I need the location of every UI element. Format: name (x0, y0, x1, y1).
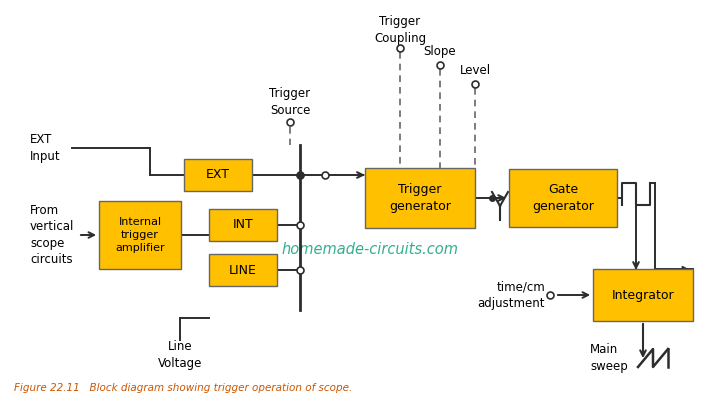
Text: EXT
Input: EXT Input (30, 133, 61, 163)
Text: EXT: EXT (206, 168, 230, 182)
Text: INT: INT (232, 219, 253, 231)
FancyBboxPatch shape (593, 269, 693, 321)
FancyBboxPatch shape (209, 254, 277, 286)
Text: Trigger
generator: Trigger generator (389, 183, 451, 213)
FancyBboxPatch shape (184, 159, 252, 191)
Text: Level: Level (460, 63, 490, 77)
Text: homemade-circuits.com: homemade-circuits.com (282, 243, 458, 257)
Text: From
vertical
scope
circuits: From vertical scope circuits (30, 204, 75, 266)
Text: Figure 22.11   Block diagram showing trigger operation of scope.: Figure 22.11 Block diagram showing trigg… (14, 383, 353, 393)
Text: time/cm
adjustment: time/cm adjustment (478, 280, 545, 310)
FancyBboxPatch shape (365, 168, 475, 228)
Text: Slope: Slope (424, 45, 456, 59)
Text: Integrator: Integrator (612, 288, 674, 302)
FancyBboxPatch shape (209, 209, 277, 241)
FancyBboxPatch shape (99, 201, 181, 269)
Text: Gate
generator: Gate generator (532, 183, 594, 213)
Text: Internal
trigger
amplifier: Internal trigger amplifier (115, 217, 165, 253)
Text: Trigger
Source: Trigger Source (270, 87, 310, 117)
FancyBboxPatch shape (509, 169, 617, 227)
Text: Line
Voltage: Line Voltage (158, 340, 202, 370)
Text: Main
sweep: Main sweep (590, 343, 628, 373)
Text: Trigger
Coupling: Trigger Coupling (374, 15, 426, 45)
Text: LINE: LINE (229, 263, 257, 277)
